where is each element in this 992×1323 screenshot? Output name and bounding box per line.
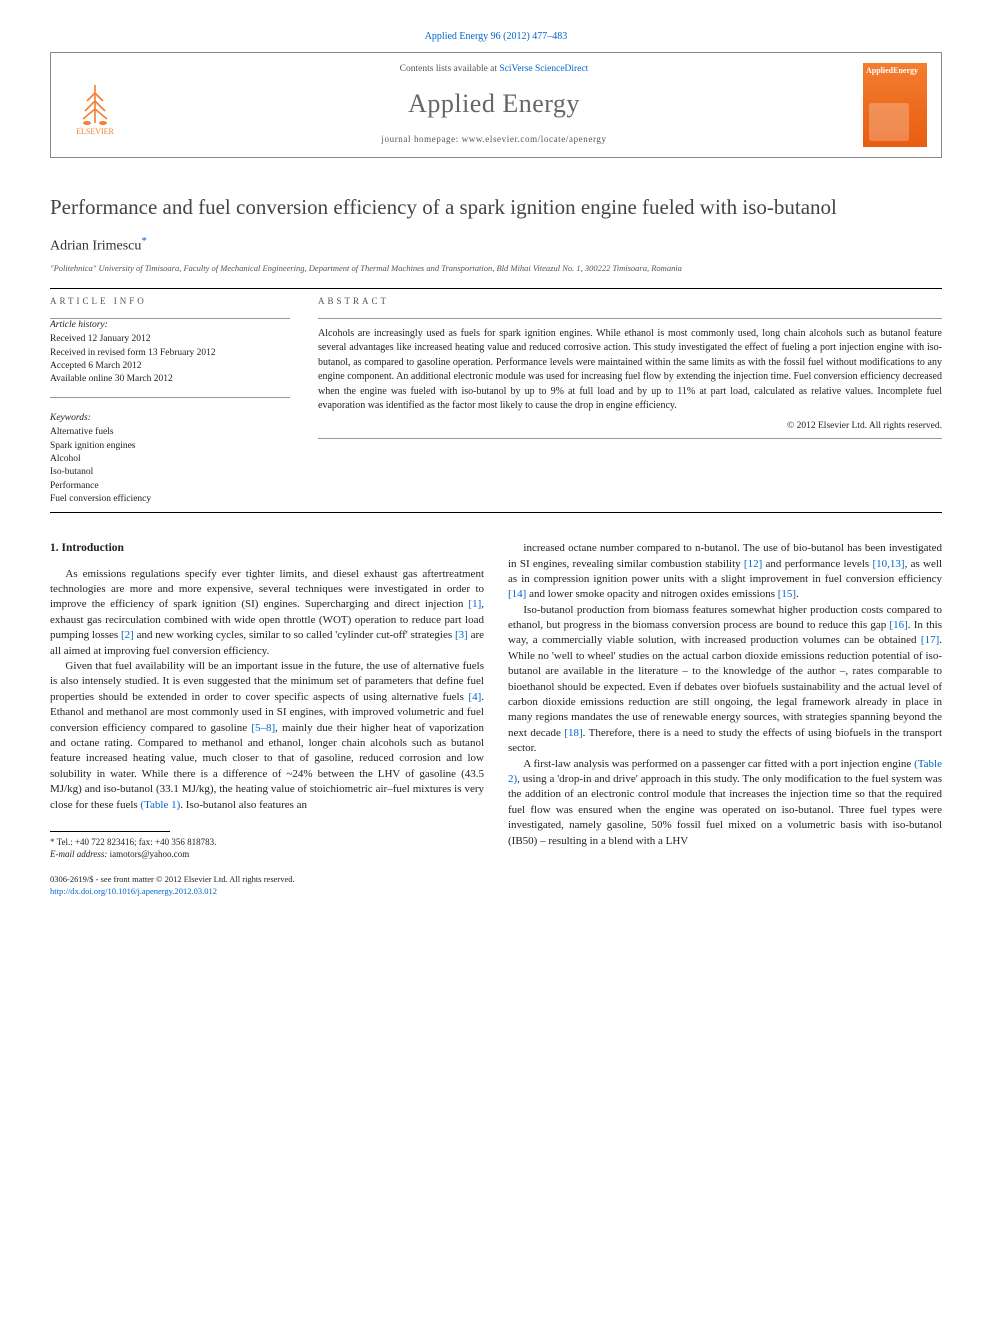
citation[interactable]: [10,13] — [873, 558, 905, 570]
keyword: Spark ignition engines — [50, 440, 290, 453]
keyword: Fuel conversion efficiency — [50, 493, 290, 506]
abstract-rule-bottom — [318, 438, 942, 439]
citation[interactable]: [3] — [455, 629, 468, 641]
cover-image-placeholder — [869, 103, 909, 141]
publisher-name: ELSEVIER — [76, 127, 114, 138]
footer-copyright: 0306-2619/$ - see front matter © 2012 El… — [50, 874, 942, 885]
journal-name: Applied Energy — [125, 86, 863, 121]
corresponding-mark: * — [141, 235, 147, 247]
rule-bottom — [50, 512, 942, 513]
footnote-tel: Tel.: +40 722 823416; fax: +40 356 81878… — [57, 837, 217, 847]
email-address[interactable]: iamotors@yahoo.com — [110, 849, 190, 859]
history-item: Received 12 January 2012 — [50, 333, 290, 346]
citation[interactable]: [16] — [889, 619, 907, 631]
citation[interactable]: [17] — [921, 634, 939, 646]
citation[interactable]: [15] — [778, 588, 796, 600]
para-text: As emissions regulations specify ever ti… — [50, 568, 484, 657]
abstract-label: ABSTRACT — [318, 295, 942, 307]
history-head: Article history: — [50, 319, 290, 332]
abstract-col: ABSTRACT Alcohols are increasingly used … — [318, 295, 942, 506]
article-title: Performance and fuel conversion efficien… — [50, 194, 942, 221]
doi-link[interactable]: http://dx.doi.org/10.1016/j.apenergy.201… — [50, 886, 942, 897]
keyword: Iso-butanol — [50, 466, 290, 479]
citation[interactable]: [4] — [468, 691, 481, 703]
homepage-line: journal homepage: www.elsevier.com/locat… — [125, 133, 863, 145]
footnote-separator — [50, 831, 170, 832]
cover-title: AppliedEnergy — [866, 66, 924, 77]
citation[interactable]: [18] — [564, 727, 582, 739]
homepage-prefix: journal homepage: — [381, 134, 461, 144]
email-label: E-mail address: — [50, 849, 107, 859]
page-footer: 0306-2619/$ - see front matter © 2012 El… — [50, 874, 942, 897]
author-name: Adrian Irimescu* — [50, 234, 942, 257]
contents-available-line: Contents lists available at SciVerse Sci… — [125, 63, 863, 76]
para-text: increased octane number compared to n-bu… — [508, 542, 942, 600]
article-meta-row: ARTICLE INFO Article history: Received 1… — [50, 295, 942, 506]
paragraph: increased octane number compared to n-bu… — [508, 541, 942, 603]
author-text[interactable]: Adrian Irimescu — [50, 239, 141, 254]
citation[interactable]: [14] — [508, 588, 526, 600]
section-1-head: 1. Introduction — [50, 541, 484, 557]
history-item: Accepted 6 March 2012 — [50, 360, 290, 373]
elsevier-tree-icon — [75, 83, 115, 127]
footnote-mark: * — [50, 837, 55, 847]
sciencedirect-link[interactable]: SciVerse ScienceDirect — [499, 64, 588, 74]
history-item: Received in revised form 13 February 201… — [50, 347, 290, 360]
homepage-url[interactable]: www.elsevier.com/locate/apenergy — [462, 134, 607, 144]
rule-top — [50, 288, 942, 289]
publisher-logo: ELSEVIER — [65, 72, 125, 138]
article-info-label: ARTICLE INFO — [50, 295, 290, 307]
citation[interactable]: [5–8] — [251, 722, 275, 734]
para-text: Given that fuel availability will be an … — [50, 660, 484, 811]
keyword: Performance — [50, 480, 290, 493]
abstract-text: Alcohols are increasingly used as fuels … — [318, 327, 942, 414]
para-text: A first-law analysis was performed on a … — [508, 758, 942, 847]
table-ref[interactable]: (Table 2) — [508, 758, 942, 785]
corresponding-footnote: * Tel.: +40 722 823416; fax: +40 356 818… — [50, 836, 484, 860]
contents-prefix: Contents lists available at — [400, 64, 500, 74]
header-center: Contents lists available at SciVerse Sci… — [125, 63, 863, 145]
keywords-head: Keywords: — [50, 412, 290, 425]
history-item: Available online 30 March 2012 — [50, 373, 290, 386]
info-rule-2 — [50, 397, 290, 398]
journal-issue-link[interactable]: Applied Energy 96 (2012) 477–483 — [50, 30, 942, 44]
body-two-column: 1. Introduction As emissions regulations… — [50, 541, 942, 860]
keyword: Alternative fuels — [50, 426, 290, 439]
citation[interactable]: [1] — [468, 598, 481, 610]
article-info-col: ARTICLE INFO Article history: Received 1… — [50, 295, 290, 506]
affiliation: "Politehnica" University of Timisoara, F… — [50, 263, 942, 274]
paragraph: Given that fuel availability will be an … — [50, 659, 484, 813]
keyword: Alcohol — [50, 453, 290, 466]
journal-cover-thumb: AppliedEnergy — [863, 63, 927, 147]
paragraph: Iso-butanol production from biomass feat… — [508, 603, 942, 757]
table-ref[interactable]: (Table 1) — [140, 799, 180, 811]
para-text: Iso-butanol production from biomass feat… — [508, 604, 942, 755]
citation[interactable]: [2] — [121, 629, 134, 641]
paragraph: A first-law analysis was performed on a … — [508, 757, 942, 849]
abstract-copyright: © 2012 Elsevier Ltd. All rights reserved… — [318, 420, 942, 433]
journal-header-box: ELSEVIER Contents lists available at Sci… — [50, 52, 942, 158]
abstract-rule — [318, 318, 942, 319]
paragraph: As emissions regulations specify ever ti… — [50, 567, 484, 659]
citation[interactable]: [12] — [744, 558, 762, 570]
